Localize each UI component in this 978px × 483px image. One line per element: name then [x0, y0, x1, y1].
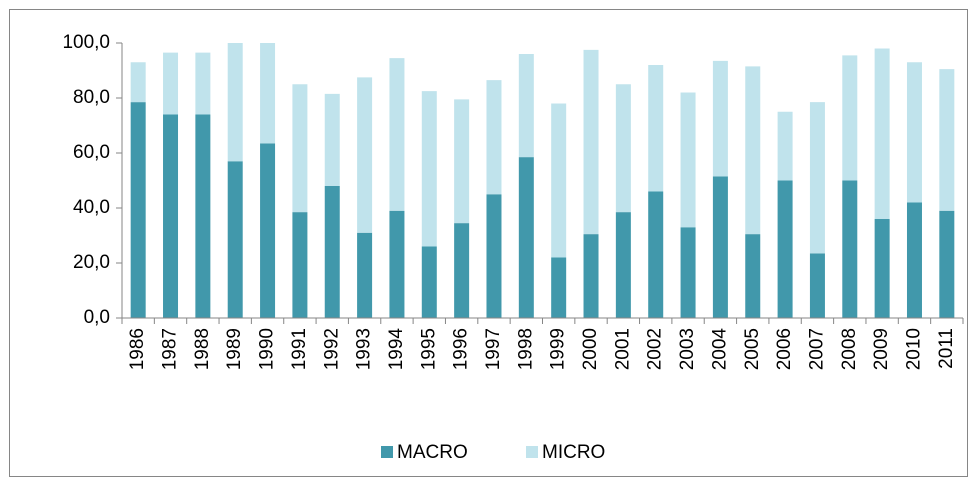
bar-segment [745, 66, 761, 235]
bar-segment [809, 253, 825, 318]
x-tick-label: 1986 [127, 328, 148, 370]
bar-segment [357, 232, 373, 318]
bar-segment [486, 194, 502, 318]
x-tick-label: 2004 [709, 328, 730, 371]
bar-segment [195, 114, 211, 318]
bar-segment [680, 227, 696, 318]
bar-segment [648, 191, 664, 318]
bar-segment [292, 212, 308, 318]
bar-segment [389, 210, 405, 318]
bar-segment [906, 202, 922, 318]
bar-segment [389, 58, 405, 211]
x-tick-label: 2003 [677, 328, 698, 370]
bar-segment [712, 176, 728, 318]
x-tick-label: 1999 [548, 328, 569, 370]
x-tick-label: 2001 [612, 328, 633, 370]
bar-segment [195, 52, 211, 115]
x-tick-label: 1991 [289, 328, 310, 370]
bar-segment [260, 143, 276, 318]
bar-segment [518, 157, 534, 318]
y-tick-label: 60,0 [73, 142, 110, 163]
bar-segment [939, 210, 955, 318]
bar-segment [648, 65, 664, 192]
bar-segment [324, 93, 340, 186]
y-tick-label: 80,0 [73, 87, 110, 108]
x-tick-label: 2005 [742, 328, 763, 370]
x-tick-label: 1994 [386, 328, 407, 371]
x-tick-label: 1995 [418, 328, 439, 370]
x-tick-label: 1997 [483, 328, 504, 370]
bar-segment [712, 60, 728, 177]
bar-segment [615, 84, 631, 213]
bar-segment [874, 219, 890, 318]
bar-segment [842, 180, 858, 318]
x-tick-label: 2000 [580, 328, 601, 370]
x-tick-label: 1990 [257, 328, 278, 370]
legend-swatch [381, 446, 393, 458]
bar-segment [777, 180, 793, 318]
bar-segment [292, 84, 308, 213]
bar-segment [130, 102, 146, 318]
bar-segment [324, 186, 340, 318]
x-tick-label: 1993 [354, 328, 375, 370]
bar-segment [486, 80, 502, 195]
x-tick-label: 2006 [774, 328, 795, 370]
bar-segment [551, 103, 567, 258]
x-tick-label: 1996 [451, 328, 472, 370]
bar-segment [454, 223, 470, 318]
bar-segment [874, 48, 890, 219]
bar-segment [777, 111, 793, 181]
x-tick-label: 2002 [645, 328, 666, 370]
x-tick-label: 1992 [321, 328, 342, 370]
y-tick-label: 40,0 [73, 197, 110, 218]
x-tick-label: 2009 [871, 328, 892, 370]
bar-segment [357, 77, 373, 233]
bar-segment [745, 234, 761, 318]
bar-segment [583, 234, 599, 318]
legend-swatch [526, 446, 538, 458]
bar-segment [260, 43, 276, 144]
bar-segment [906, 62, 922, 203]
x-tick-label: 1988 [192, 328, 213, 370]
bar-segment [518, 54, 534, 158]
bar-segment [130, 62, 146, 103]
bar-segment [227, 161, 243, 318]
bar-segment [842, 55, 858, 181]
y-tick-label: 20,0 [73, 252, 110, 273]
bar-segment [809, 102, 825, 254]
bar-segment [551, 257, 567, 318]
legend-label: MICRO [542, 442, 605, 463]
bar-segment [454, 99, 470, 224]
bar-segment [421, 91, 437, 247]
bar-segment [227, 43, 243, 162]
x-tick-label: 2007 [806, 328, 827, 370]
x-tick-label: 1987 [160, 328, 181, 370]
x-tick-label: 1989 [224, 328, 245, 370]
bar-segment [939, 69, 955, 211]
bar-segment [680, 92, 696, 228]
y-tick-label: 100,0 [62, 32, 110, 53]
legend-label: MACRO [397, 442, 468, 463]
bar-segment [163, 114, 179, 318]
bar-segment [421, 246, 437, 318]
bar-segment [583, 49, 599, 235]
x-tick-label: 2010 [903, 328, 924, 370]
bar-segment [615, 212, 631, 318]
bar-segment [163, 52, 179, 115]
x-tick-label: 1998 [515, 328, 536, 370]
x-tick-label: 2008 [839, 328, 860, 370]
y-tick-label: 0,0 [84, 307, 110, 328]
x-tick-label: 2011 [936, 328, 957, 369]
